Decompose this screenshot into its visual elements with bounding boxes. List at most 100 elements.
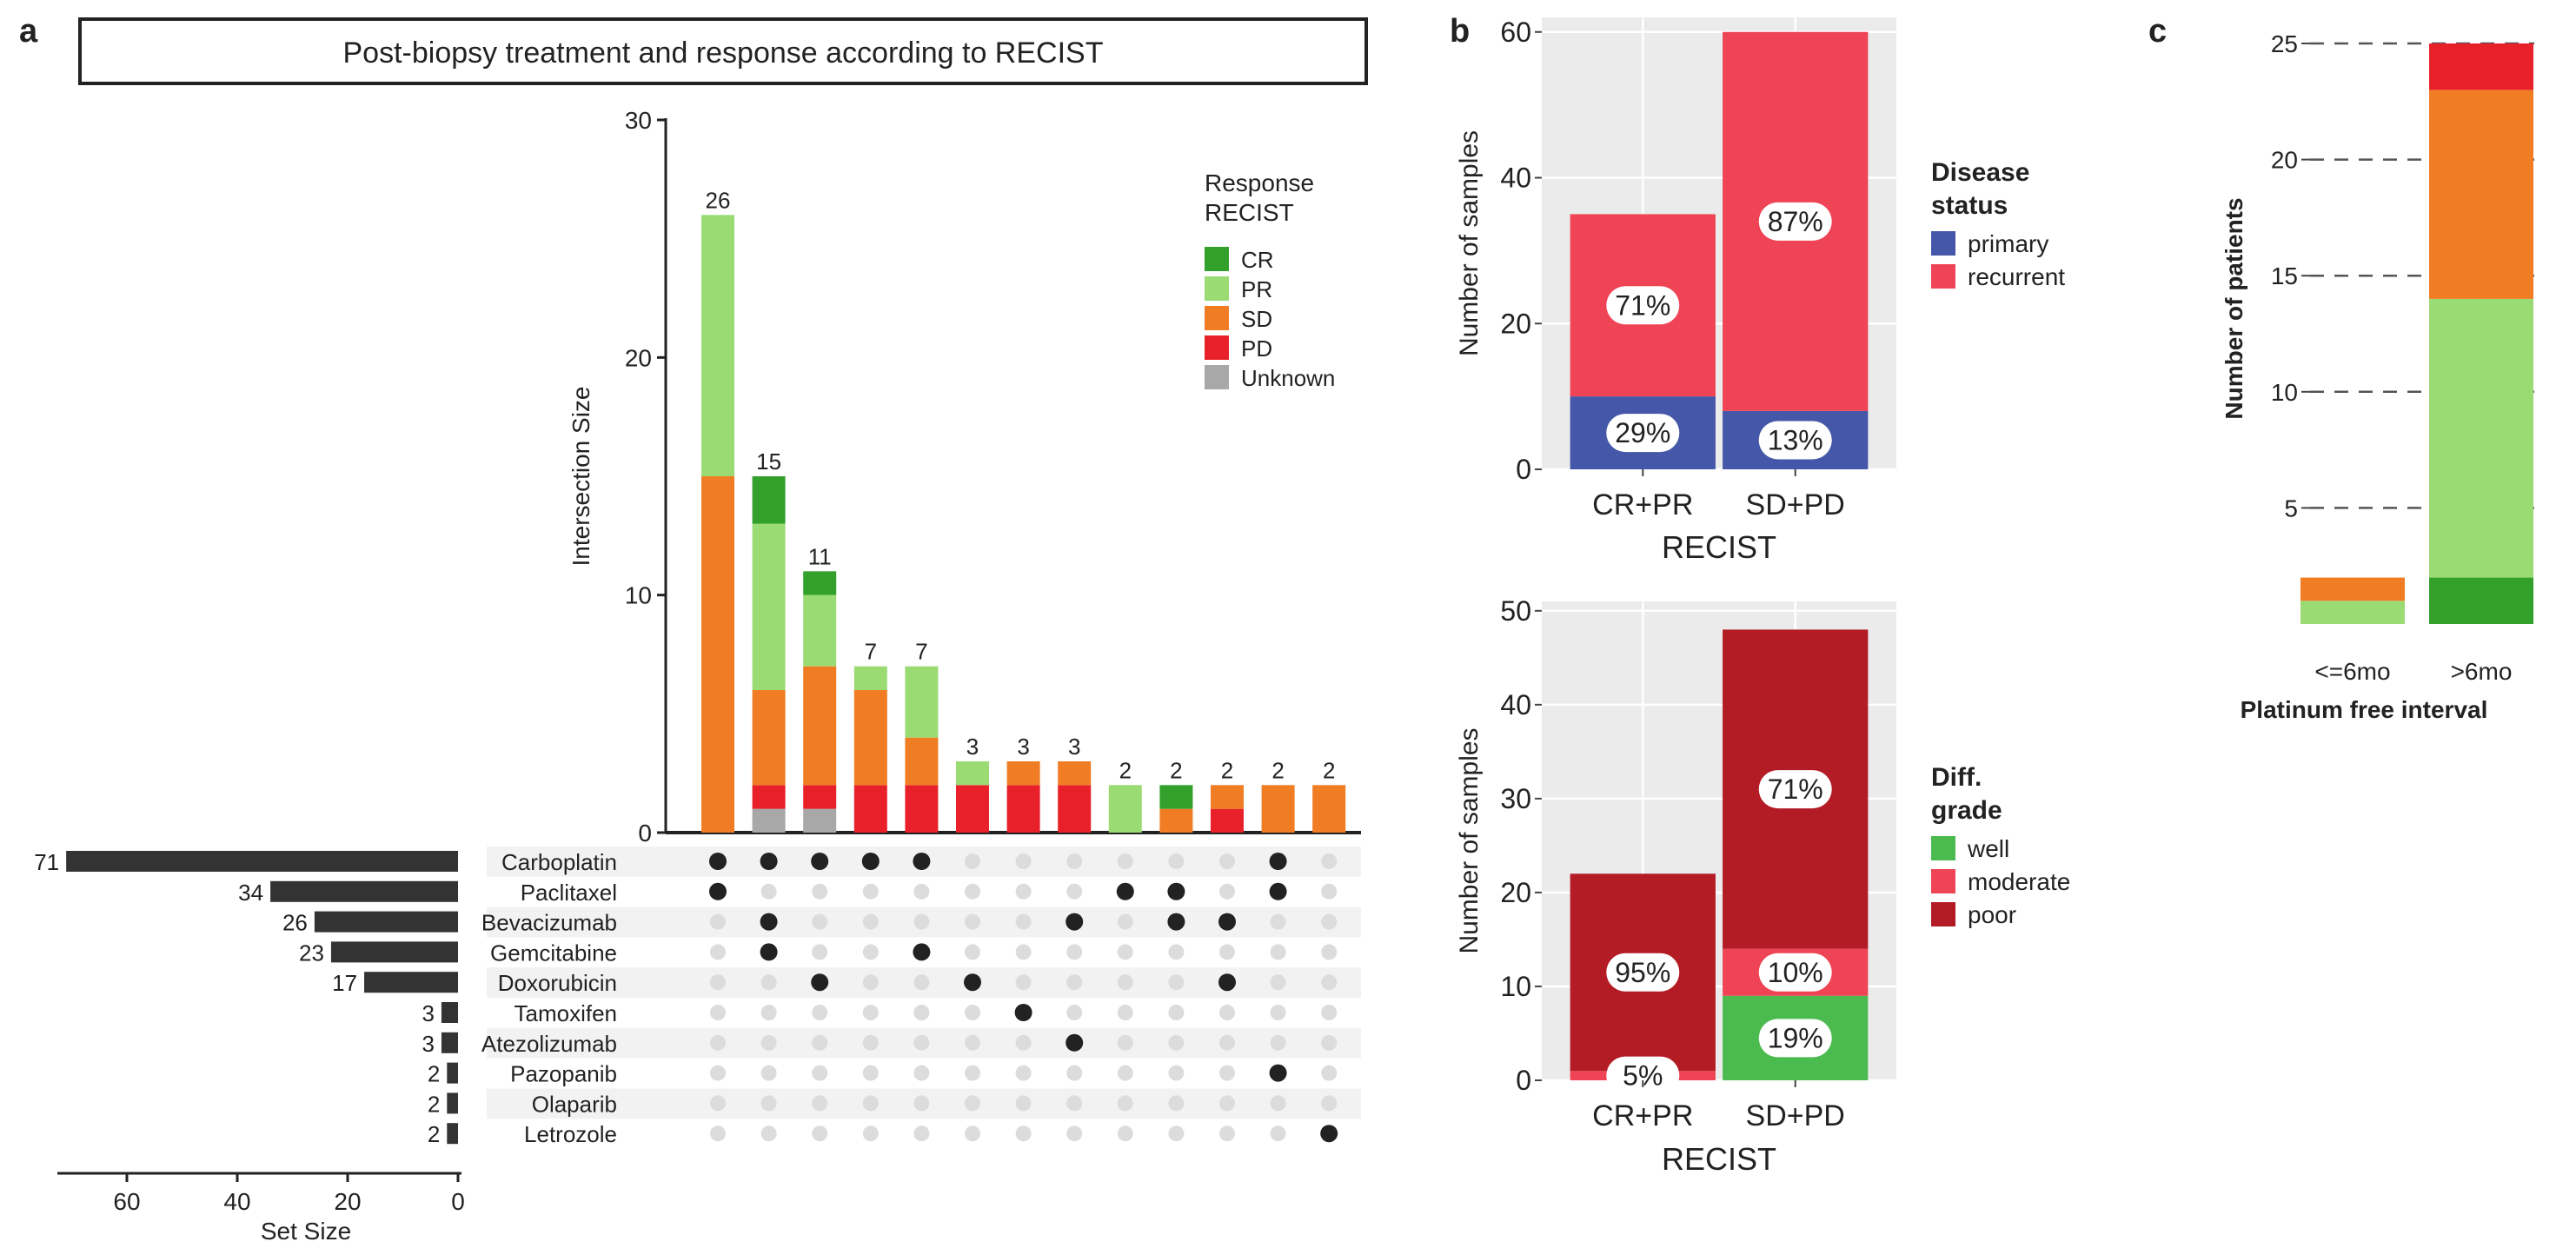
y-tick-label: 40 <box>1500 689 1531 720</box>
x-tick-label: CR+PR <box>1592 1099 1693 1132</box>
matrix-dot-empty <box>965 1065 980 1081</box>
platinum-free-chart: 5 10 15 20 25 <=6mo >6mo Platinum free interval… <box>2221 30 2534 723</box>
percent-bubble <box>1758 421 1832 460</box>
percent-bubble <box>1606 414 1680 453</box>
y-tick-label: 10 <box>625 582 652 609</box>
matrix-dot-empty <box>1066 853 1083 869</box>
legend-swatch-primary <box>1931 231 1955 256</box>
matrix-dot-empty <box>1270 1126 1286 1142</box>
bar-segment-pd <box>752 785 786 809</box>
matrix-dot-empty <box>913 1095 930 1112</box>
matrix-dot-empty <box>1321 853 1338 869</box>
bar-total-label: 3 <box>1017 734 1029 760</box>
bar-segment-sd <box>1312 785 1346 833</box>
legend-label-pr: PR <box>1241 276 1272 302</box>
matrix-dot-empty <box>1066 883 1083 900</box>
matrix-dot-empty <box>1270 913 1286 930</box>
set-size-value: 23 <box>299 940 324 966</box>
y-tick-label: 40 <box>1500 163 1531 194</box>
bar-segment-unknown <box>752 808 786 833</box>
matrix-dot-empty <box>965 944 980 960</box>
matrix-dot-filled <box>1167 882 1185 900</box>
matrix-dot-empty <box>710 974 726 991</box>
matrix-dot-empty <box>1270 1095 1286 1112</box>
set-size-value: 2 <box>428 1061 440 1087</box>
set-name-label: Pazopanib <box>510 1061 617 1087</box>
matrix-dot-empty <box>1015 1034 1032 1051</box>
set-size-value: 2 <box>428 1091 440 1117</box>
upset-legend: Response RECIST CR PR SD PD Unknown <box>1205 169 1335 391</box>
set-size-tick-label: 0 <box>451 1188 465 1215</box>
y-tick-label: 0 <box>1516 454 1531 485</box>
matrix-dot-empty <box>1117 1065 1133 1081</box>
y-axis-title: Number of samples <box>1455 130 1484 356</box>
set-name-label: Olaparib <box>532 1091 617 1117</box>
set-size-tick-label: 40 <box>223 1188 250 1215</box>
bar-segment-cr <box>752 476 786 524</box>
matrix-dot-empty <box>1066 944 1083 960</box>
bar-segment-sd <box>853 690 887 786</box>
bar-segment-pr <box>1108 785 1142 833</box>
set-size-tick-label: 60 <box>113 1188 140 1215</box>
matrix-dot-empty <box>862 974 879 991</box>
bar-total-label: 11 <box>808 543 832 569</box>
legend-title-line: Disease <box>1931 158 2029 187</box>
matrix-dot-empty <box>1117 1005 1133 1020</box>
title-box <box>78 17 1368 85</box>
x-tick-label: SD+PD <box>1746 1099 1845 1132</box>
set-size-bar <box>364 972 458 993</box>
matrix-dot-empty <box>1015 1126 1032 1142</box>
legend-title-line: status <box>1931 191 2008 220</box>
percent-label: 10% <box>1768 957 1823 988</box>
matrix-dot-empty <box>1321 1034 1338 1051</box>
percent-label: 87% <box>1768 206 1823 237</box>
matrix-dot-empty <box>1117 1034 1133 1051</box>
bar-segment-pr <box>2300 601 2405 624</box>
set-name-label: Gemcitabine <box>490 940 617 966</box>
bar-segment-cr <box>2429 577 2533 624</box>
set-size-bar <box>441 1002 458 1023</box>
matrix-dot-empty <box>965 1034 980 1051</box>
bar-segment-pd <box>956 785 989 833</box>
y-tick-label: 10 <box>1500 971 1531 1002</box>
legend-swatch-cr <box>1205 247 1229 271</box>
y-tick-label: 20 <box>1500 308 1531 339</box>
matrix-dot-empty <box>1168 1126 1185 1142</box>
matrix-dot-empty <box>760 1005 777 1020</box>
set-size-value: 71 <box>34 849 59 875</box>
percent-label: 29% <box>1615 417 1670 448</box>
bar-segment-cr <box>1159 785 1193 809</box>
panel-label-a: a <box>19 13 38 50</box>
bar-segment-pr <box>752 523 786 690</box>
set-name-label: Paclitaxel <box>521 880 617 906</box>
matrix-dot-filled <box>1320 1125 1338 1143</box>
matrix-dot-filled <box>1269 882 1287 900</box>
set-size-bar <box>66 851 459 872</box>
matrix-dot-empty <box>1066 1126 1083 1142</box>
bar-segment-pd <box>2429 43 2533 90</box>
matrix-dot-empty <box>862 913 879 930</box>
matrix-dot-empty <box>1168 944 1185 960</box>
disease-status-chart: 0 20 40 60 29% 71% CR+PR 13% 87% SD+PD RECIST Numbe… <box>1455 17 2065 565</box>
y-tick-label: 50 <box>1500 595 1531 627</box>
diff-grade-chart: 010203040505%95%CR+PR19%10%71%SD+PDRECIS… <box>1455 595 2070 1177</box>
bar-segment-pd <box>905 785 939 833</box>
percent-bubble <box>1606 953 1680 992</box>
matrix-dot-empty <box>965 1126 980 1142</box>
matrix-dot-empty <box>913 1034 930 1051</box>
matrix-dot-filled <box>811 973 829 992</box>
bar-segment-pr <box>905 666 939 738</box>
bar-segment-pr <box>2429 298 2533 578</box>
bar-segment-sd <box>1261 785 1295 833</box>
matrix-dot-empty <box>862 1065 879 1081</box>
set-size-axis-title: Set Size <box>261 1218 351 1245</box>
bar-segment-unknown <box>803 808 837 833</box>
set-size-bar <box>270 880 458 902</box>
set-size-bar <box>314 911 458 933</box>
percent-bubble <box>1606 286 1680 325</box>
matrix-dot-empty <box>913 1065 930 1081</box>
matrix-dot-filled <box>709 853 727 870</box>
bar-segment-sd <box>1058 761 1092 786</box>
matrix-dot-empty <box>862 944 879 960</box>
bar-segment-sd <box>2300 577 2405 601</box>
